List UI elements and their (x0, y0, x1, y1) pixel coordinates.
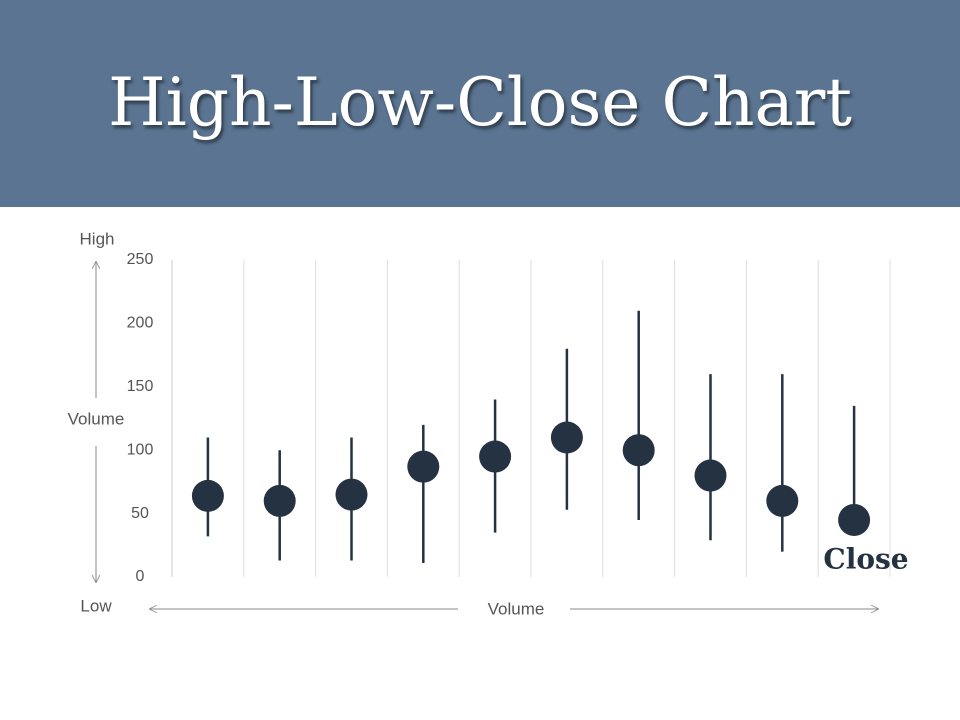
close-marker (622, 434, 655, 467)
y-tick-label: 250 (127, 251, 154, 268)
close-marker (838, 503, 871, 536)
close-marker (263, 484, 296, 517)
close-marker (335, 478, 368, 511)
chart-title: High-Low-Close Chart (108, 64, 852, 141)
y-tick-label: 50 (131, 505, 149, 522)
close-marker (191, 479, 224, 512)
close-label: Close (823, 543, 908, 576)
close-marker (766, 484, 799, 517)
header: High-Low-Close Chart (0, 0, 960, 207)
close-marker (550, 421, 583, 454)
y-tick-label: 150 (127, 378, 154, 395)
x-axis-label: Volume (488, 599, 545, 618)
y-tick-label: 0 (136, 568, 145, 585)
low-label: Low (80, 596, 112, 615)
high-label: High (80, 229, 115, 248)
close-marker (694, 459, 727, 492)
close-marker (479, 440, 512, 473)
y-axis-label: Volume (68, 409, 125, 428)
y-tick-label: 200 (127, 315, 154, 332)
y-tick-label: 100 (127, 441, 154, 458)
close-marker (407, 450, 440, 483)
